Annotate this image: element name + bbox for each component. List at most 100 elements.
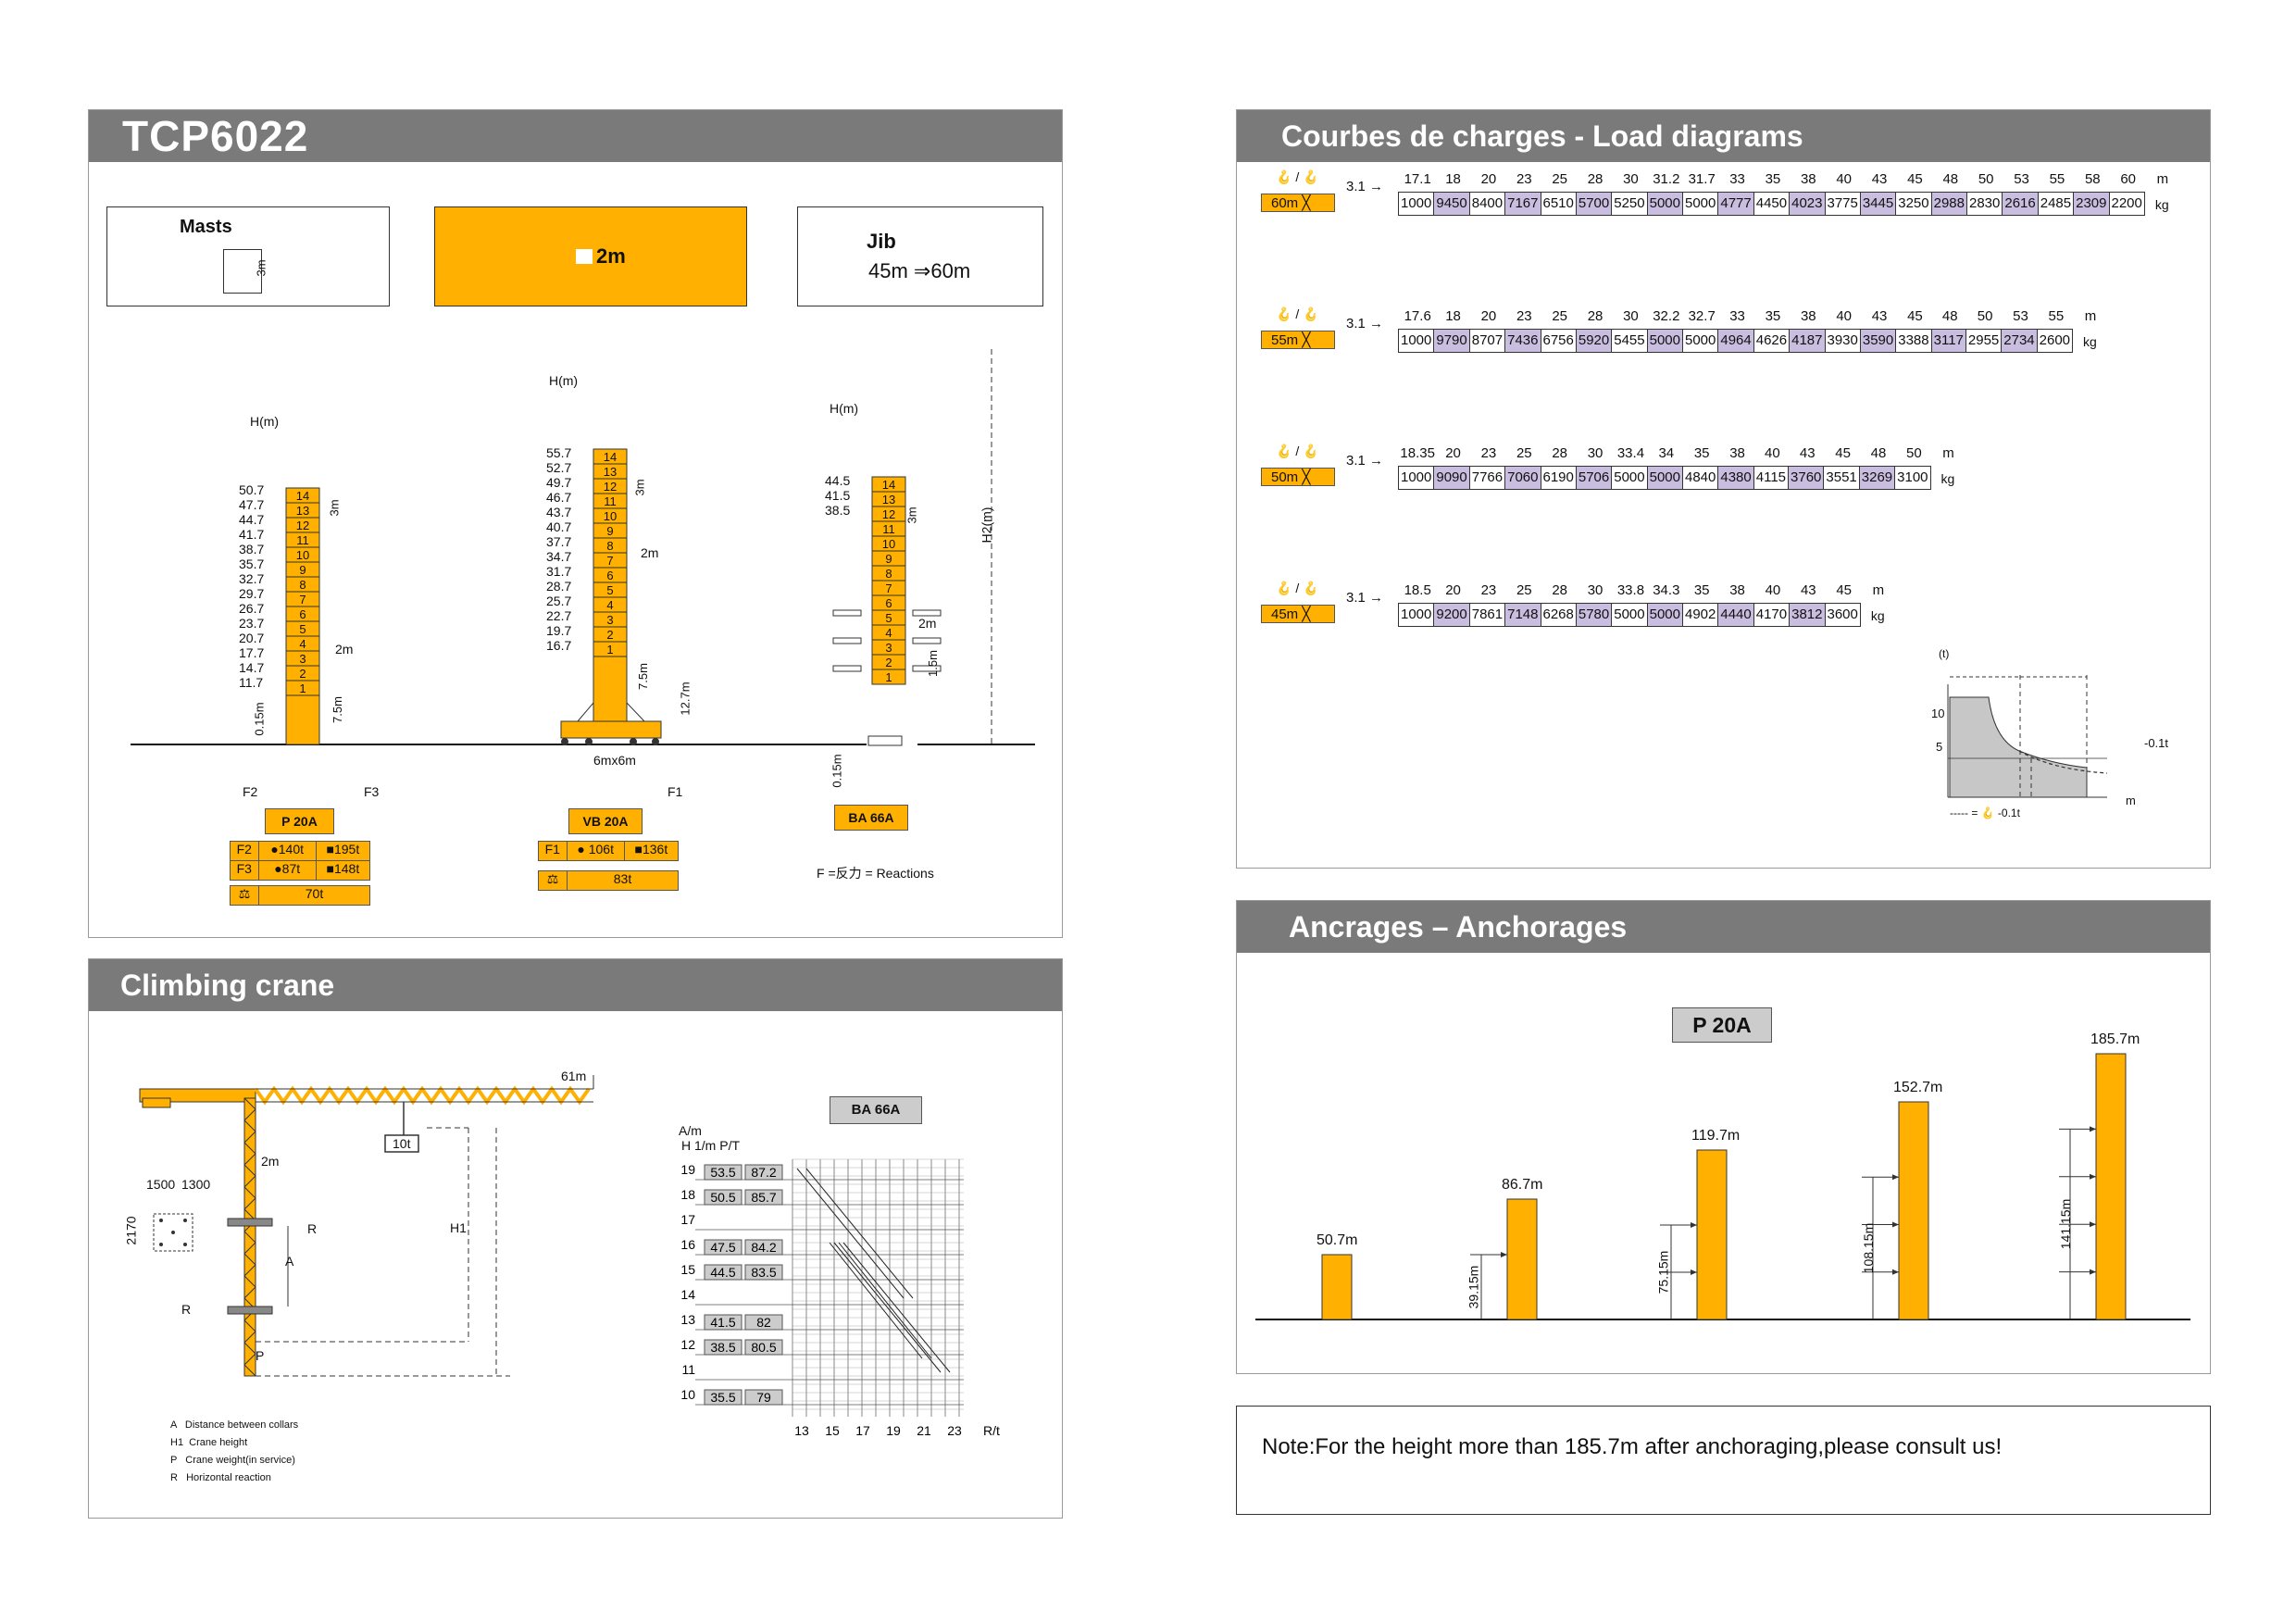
p20a-reaction-table: F2 ●140t ■195t F3 ●87t ■148t ⚖ 70t (230, 841, 370, 906)
segment-number: 6 (299, 607, 306, 621)
load-value: 4023 (1790, 193, 1826, 215)
height-value: 46.7 (546, 490, 572, 505)
distance-value: 20 (1445, 445, 1461, 461)
distance-value: 30 (1623, 171, 1639, 187)
climb-a-label: A (285, 1254, 294, 1269)
load-value: 2988 (1931, 193, 1967, 215)
legend-item: P Crane weight(in service) (170, 1455, 295, 1466)
tower-height-label: 50.7m (1316, 1232, 1358, 1248)
segment-number: 9 (299, 563, 306, 577)
unit-kg: kg (1870, 608, 1885, 623)
distance-value: 23 (1516, 171, 1532, 187)
hook-icon: 🪝 / 🪝 (1276, 444, 1319, 458)
anchor-height-label: 108.15m (1861, 1222, 1877, 1274)
load-value: 5000 (1612, 604, 1648, 626)
tower-height-label: 86.7m (1502, 1177, 1543, 1193)
mini-m-label: m (2126, 794, 2136, 807)
segment-number: 3 (885, 641, 892, 655)
distance-value: 35 (1765, 308, 1781, 324)
start-radius-label: 3.1 → (1346, 590, 1384, 606)
distance-value: 53 (2014, 171, 2029, 187)
load-value: 4840 (1683, 467, 1719, 489)
vb20a-heights: 55.7 52.7 49.7 46.7 43.7 40.7 37.7 34.7 31.7 28.7… (546, 445, 583, 653)
anchored-tower (1321, 1254, 1353, 1320)
distance-value: 40 (1836, 308, 1853, 324)
height-value: 17.7 (239, 645, 265, 660)
height-value: 32.7 (239, 571, 265, 586)
h-value: 50.5 (710, 1190, 735, 1205)
height-value: 28.7 (546, 579, 572, 594)
load-value: 5706 (1576, 467, 1613, 489)
hook-icon: 🪝 / 🪝 (1276, 169, 1319, 184)
distance-value: 58 (2084, 171, 2101, 187)
climbing-title: Climbing crane (120, 969, 335, 1002)
load-value: 7766 (1470, 467, 1506, 489)
segment-number: 13 (604, 465, 617, 479)
vb20a-total-label: 12.7m (678, 681, 693, 716)
jib-box: Jib 45m ⇒60m (797, 206, 1043, 306)
distance-value: 18.5 (1404, 582, 1431, 598)
load-value: 5000 (1683, 193, 1719, 215)
distance-value: 30 (1587, 582, 1603, 598)
p20a-section-label: 3m (327, 499, 342, 517)
mast-width-box: 2m (434, 206, 747, 306)
load-value: 1000 (1399, 604, 1435, 626)
p-value: 80.5 (751, 1340, 776, 1355)
anchor-height-label: 141.15m (2058, 1198, 2074, 1250)
jib-length-tag: 50m ╳ (1261, 468, 1335, 486)
load-value: 3445 (1860, 193, 1897, 215)
height-value: 52.7 (546, 460, 572, 475)
jib-length-tag: 60m ╳ (1261, 194, 1335, 212)
height-value: 16.7 (546, 638, 572, 653)
distance-value: 50 (1978, 171, 1994, 187)
load-value: 4440 (1718, 604, 1754, 626)
load-value: 5000 (1612, 467, 1648, 489)
vb20a-name-tag: VB 20A (568, 808, 643, 834)
x-tick-label: 13 (794, 1423, 809, 1438)
p20a-base-label: 7.5m (330, 696, 344, 723)
load-value: 4187 (1790, 330, 1826, 352)
h-value: 53.5 (710, 1165, 735, 1180)
distance-value: 38 (1800, 171, 1816, 187)
load-value: 4626 (1754, 330, 1791, 352)
unit-kg: kg (1940, 471, 1955, 486)
height-value: 34.7 (546, 549, 572, 564)
h-value: 38.5 (710, 1340, 735, 1355)
climb-mast-label: 2m (261, 1154, 280, 1169)
vb20a-row-key: F1 (539, 842, 568, 860)
anchorages-model-tag: P 20A (1672, 1007, 1772, 1043)
segment-number: 11 (604, 494, 617, 508)
load-value: 5000 (1647, 604, 1683, 626)
climb-load-label: 10t (393, 1136, 411, 1151)
segment-number: 2 (885, 656, 892, 669)
mini-t-label: (t) (1939, 647, 1950, 660)
load-value: 1000 (1399, 330, 1435, 352)
jib-label: Jib (867, 230, 896, 253)
distance-value: 25 (1516, 582, 1532, 598)
p20a-width-label: 2m (335, 642, 354, 656)
segment-number: 12 (882, 507, 895, 521)
load-value: 3600 (1826, 604, 1861, 626)
distance-value: 38 (1729, 445, 1745, 461)
anchorages-panel: Ancrages – Anchorages P 20A 50.7m 86.7m 39… (1236, 900, 2211, 1374)
climb-chart: 19 53.5 87.2 18 50.5 85.7 17 16 47.5 84.2 15 44.5 83… (680, 1158, 1000, 1438)
vb20a-section-label: 3m (632, 479, 647, 496)
unit-m: m (1872, 582, 1885, 598)
load-value: 5455 (1612, 330, 1648, 352)
load-value: 3812 (1790, 604, 1826, 626)
load-value: 5700 (1576, 193, 1613, 215)
distance-value: 32.2 (1653, 308, 1680, 324)
load-value: 9090 (1434, 467, 1470, 489)
y-tick-label: 12 (680, 1337, 695, 1352)
height-value: 19.7 (546, 623, 572, 638)
ba66a-gap-label: 1.5m (925, 650, 940, 677)
load-table-row: 1000 9450 8400 7167 6510 5700 5250 5000 5000 4777… (1398, 192, 2145, 216)
segment-number: 10 (296, 548, 309, 562)
height-value: 41.5 (825, 488, 851, 503)
load-mini-chart (1947, 675, 2108, 798)
vb20a-reaction-table: F1 ● 106t ■136t ⚖ 83t (538, 841, 679, 891)
segment-number: 12 (296, 519, 309, 532)
segment-number: 5 (299, 622, 306, 636)
load-value: 5000 (1647, 467, 1683, 489)
x-tick-label: 17 (855, 1423, 870, 1438)
